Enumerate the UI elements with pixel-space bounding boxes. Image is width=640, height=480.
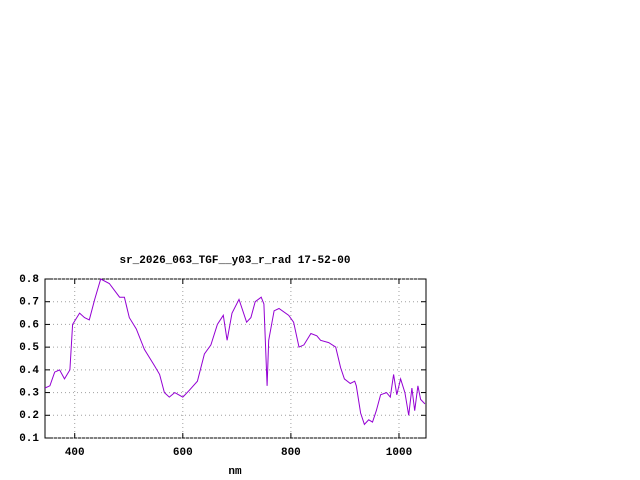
y-tick-label: 0.1 <box>19 433 39 445</box>
y-tick-label: 0.2 <box>19 410 39 422</box>
chart-title: sr_2026_063_TGF__y03_r_rad 17-52-00 <box>119 255 350 267</box>
data-line <box>44 278 426 426</box>
x-tick-label: 1000 <box>386 447 412 459</box>
plot-border <box>44 278 427 439</box>
x-tick-label: 600 <box>173 447 193 459</box>
y-tick-label: 0.3 <box>19 387 39 399</box>
x-tick-label: 400 <box>65 447 85 459</box>
y-tick-label: 0.7 <box>19 297 39 309</box>
x-tick-label: 800 <box>281 447 301 459</box>
x-axis-label: nm <box>228 466 242 478</box>
y-tick-label: 0.4 <box>19 365 39 377</box>
y-tick-label: 0.6 <box>19 319 39 331</box>
y-tick-label: 0.8 <box>19 274 39 286</box>
y-tick-label: 0.5 <box>19 342 39 354</box>
